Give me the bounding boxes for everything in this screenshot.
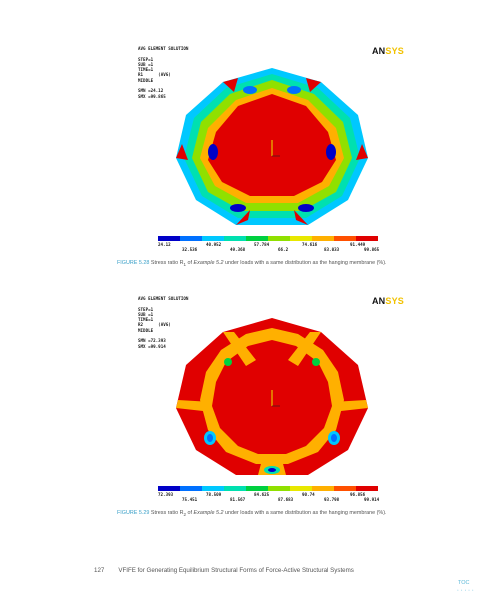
running-title: VFIFE for Generating Equilibrium Structu… bbox=[118, 567, 354, 574]
legend-value: 81.567 bbox=[230, 497, 246, 502]
legend-swatch bbox=[356, 236, 378, 241]
legend-bar bbox=[158, 486, 378, 491]
legend-swatch bbox=[224, 486, 246, 491]
legend-swatch bbox=[290, 236, 312, 241]
toc-link[interactable]: TOC bbox=[458, 580, 470, 586]
legend-swatch bbox=[180, 236, 202, 241]
legend-value: 32.536 bbox=[182, 247, 198, 252]
legend-value: 91.449 bbox=[350, 242, 366, 247]
legend-value: 90.74 bbox=[302, 492, 315, 497]
legend-value: 83.033 bbox=[324, 247, 340, 252]
figure-caption: FIGURE 5.29 Stress ratio R2 of Example 5… bbox=[117, 510, 387, 518]
legend-value: 78.509 bbox=[206, 492, 222, 497]
legend-swatch bbox=[356, 486, 378, 491]
legend-swatch bbox=[180, 486, 202, 491]
legend-bar bbox=[158, 236, 378, 241]
legend-swatch bbox=[334, 486, 356, 491]
figure-5-28: AVG ELEMENT SOLUTION STEP=1 SUB =1 TIME=… bbox=[138, 46, 406, 256]
legend-value: 99.914 bbox=[364, 497, 380, 502]
legend-value: 84.625 bbox=[254, 492, 270, 497]
legend-swatch bbox=[268, 486, 290, 491]
legend-value: 24.12 bbox=[158, 242, 171, 247]
toc-dots: • • • • • bbox=[457, 588, 475, 592]
contour-plot bbox=[176, 318, 368, 475]
legend-value: 93.798 bbox=[324, 497, 340, 502]
ansys-logo: ANSYS bbox=[371, 296, 404, 306]
legend-value: 66.2 bbox=[278, 247, 289, 252]
legend-swatch bbox=[312, 486, 334, 491]
legend-value: 74.616 bbox=[302, 242, 318, 247]
legend-swatch bbox=[268, 236, 290, 241]
legend-swatch bbox=[202, 236, 224, 241]
legend-swatch bbox=[158, 486, 180, 491]
figure-5-29: AVG ELEMENT SOLUTION STEP=1 SUB =1 TIME=… bbox=[138, 296, 406, 506]
legend-value: 57.784 bbox=[254, 242, 270, 247]
color-legend: 72.393 78.509 84.625 90.74 96.856 75.451… bbox=[158, 486, 380, 506]
legend-value: 99.865 bbox=[364, 247, 380, 252]
solution-info: AVG ELEMENT SOLUTION STEP=1 SUB =1 TIME=… bbox=[138, 46, 189, 99]
page-number: 127 bbox=[94, 567, 105, 574]
ansys-header: AVG ELEMENT SOLUTION STEP=1 SUB =1 TIME=… bbox=[138, 296, 406, 366]
legend-value: 75.451 bbox=[182, 497, 198, 502]
solution-info: AVG ELEMENT SOLUTION STEP=1 SUB =1 TIME=… bbox=[138, 296, 189, 349]
page-footer: 127 VFIFE for Generating Equilibrium Stru… bbox=[94, 567, 354, 574]
legend-swatch bbox=[246, 486, 268, 491]
legend-value: 40.952 bbox=[206, 242, 222, 247]
figure-number: FIGURE 5.29 bbox=[117, 510, 150, 516]
legend-swatch bbox=[224, 236, 246, 241]
legend-swatch bbox=[158, 236, 180, 241]
legend-value: 87.683 bbox=[278, 497, 294, 502]
legend-value: 49.368 bbox=[230, 247, 246, 252]
contour-plot bbox=[176, 68, 368, 225]
ansys-header: AVG ELEMENT SOLUTION STEP=1 SUB =1 TIME=… bbox=[138, 46, 406, 116]
legend-swatch bbox=[334, 236, 356, 241]
ansys-logo: ANSYS bbox=[371, 46, 404, 56]
legend-swatch bbox=[290, 486, 312, 491]
figure-number: FIGURE 5.28 bbox=[117, 260, 150, 266]
legend-value: 72.393 bbox=[158, 492, 174, 497]
figure-caption: FIGURE 5.28 Stress ratio R1 of Example 5… bbox=[117, 260, 387, 268]
legend-swatch bbox=[246, 236, 268, 241]
legend-swatch bbox=[312, 236, 334, 241]
legend-swatch bbox=[202, 486, 224, 491]
legend-value: 96.856 bbox=[350, 492, 366, 497]
color-legend: 24.12 40.952 57.784 74.616 91.449 32.536… bbox=[158, 236, 380, 256]
